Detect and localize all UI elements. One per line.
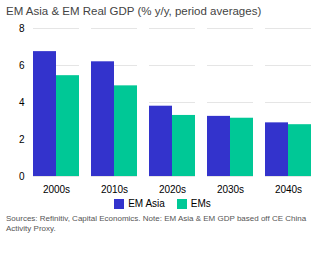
svg-text:0: 0 bbox=[19, 171, 25, 182]
html-text:EMs: EMs bbox=[190, 198, 211, 209]
svg-text:2010s: 2010s bbox=[101, 184, 128, 195]
html-text:Sources: Refinitiv, Capital Ec: Sources: Refinitiv, Capital Economics. N… bbox=[6, 214, 307, 233]
svg-text:2030s: 2030s bbox=[217, 184, 244, 195]
html-text:EM Asia: EM Asia bbox=[128, 198, 165, 209]
svg-text:4: 4 bbox=[19, 97, 25, 108]
svg-text:2040s: 2040s bbox=[275, 184, 302, 195]
svg-text:2020s: 2020s bbox=[159, 184, 186, 195]
html-text:EM Asia & EM Real GDP (% y/y,: EM Asia & EM Real GDP (% y/y, period ave… bbox=[6, 5, 262, 17]
svg-text:2: 2 bbox=[19, 134, 25, 145]
svg-text:2000s: 2000s bbox=[43, 184, 70, 195]
svg-text:8: 8 bbox=[19, 23, 25, 34]
svg-text:6: 6 bbox=[19, 60, 25, 71]
